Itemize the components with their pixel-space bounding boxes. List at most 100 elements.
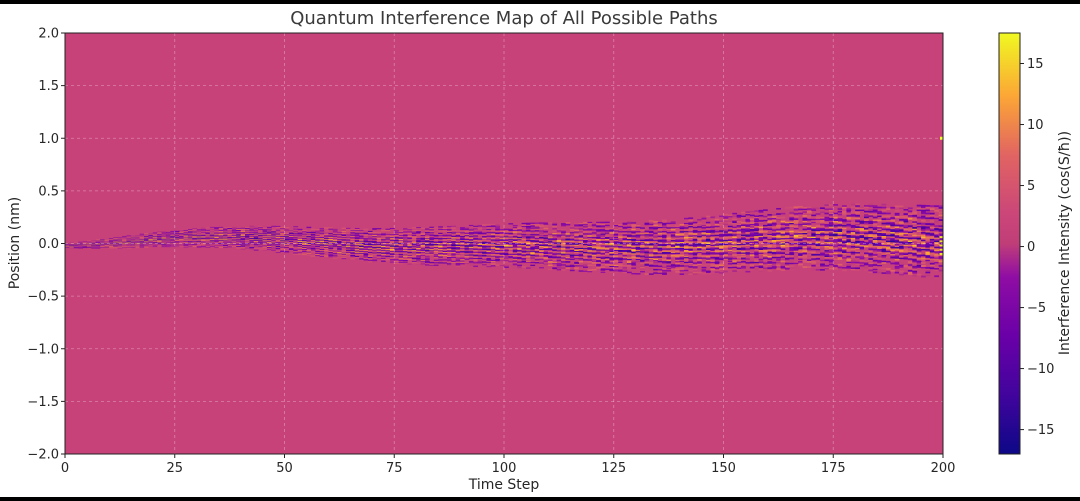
heatmap-cell bbox=[442, 250, 448, 253]
heatmap-cell bbox=[179, 237, 184, 239]
heatmap-cell bbox=[530, 236, 536, 238]
heatmap-cell bbox=[205, 230, 211, 232]
heatmap-cell bbox=[407, 249, 413, 251]
heatmap-cell bbox=[319, 232, 325, 234]
heatmap-cell bbox=[179, 243, 184, 244]
heatmap-cell bbox=[332, 233, 338, 235]
heatmap-cell bbox=[433, 240, 439, 242]
heatmap-cell bbox=[332, 245, 338, 246]
heatmap-cell bbox=[517, 251, 522, 253]
heatmap-cell bbox=[604, 260, 610, 262]
heatmap-cell bbox=[561, 251, 566, 253]
heatmap-cell bbox=[424, 258, 430, 260]
heatmap-cell bbox=[499, 253, 505, 255]
heatmap-cell bbox=[209, 238, 215, 240]
heatmap-cell bbox=[403, 251, 408, 253]
heatmap-cell bbox=[604, 261, 610, 263]
heatmap-cell bbox=[622, 269, 628, 271]
heatmap-cell bbox=[266, 239, 272, 241]
heatmap-cell bbox=[196, 238, 202, 240]
heatmap-cell bbox=[644, 238, 650, 240]
heatmap-cell bbox=[407, 239, 413, 241]
heatmap-cell bbox=[258, 229, 263, 231]
heatmap-cell bbox=[223, 246, 228, 248]
heatmap-cell bbox=[626, 258, 632, 260]
heatmap-cell bbox=[424, 244, 430, 246]
heatmap-cell bbox=[424, 252, 430, 254]
heatmap-cell bbox=[266, 244, 272, 246]
heatmap-cell bbox=[587, 252, 593, 254]
heatmap-cell bbox=[227, 238, 233, 240]
heatmap-cell bbox=[679, 249, 685, 252]
heatmap-cell bbox=[534, 235, 540, 237]
heatmap-cell bbox=[490, 239, 496, 241]
heatmap-cell bbox=[266, 247, 272, 249]
heatmap-cell bbox=[104, 246, 110, 247]
heatmap-cell bbox=[341, 254, 347, 256]
heatmap-cell bbox=[359, 252, 364, 254]
heatmap-cell bbox=[561, 225, 566, 227]
heatmap-cell bbox=[420, 240, 426, 242]
heatmap-cell bbox=[372, 235, 378, 237]
heatmap-cell bbox=[341, 240, 347, 242]
heatmap-cell bbox=[534, 242, 540, 245]
heatmap-cell bbox=[157, 232, 162, 234]
heatmap-cell bbox=[499, 241, 505, 244]
heatmap-cell bbox=[486, 237, 492, 239]
heatmap-cell bbox=[429, 233, 435, 236]
heatmap-cell bbox=[539, 262, 544, 264]
heatmap-cell bbox=[310, 245, 316, 247]
heatmap-cell bbox=[591, 266, 597, 269]
heatmap-cell bbox=[635, 245, 641, 247]
heatmap-cell bbox=[683, 261, 689, 264]
heatmap-cell bbox=[174, 230, 180, 232]
heatmap-cell bbox=[477, 231, 483, 233]
heatmap-cell bbox=[266, 249, 272, 251]
heatmap-cell bbox=[354, 236, 360, 238]
heatmap-cell bbox=[561, 223, 566, 225]
heatmap-cell bbox=[446, 240, 452, 242]
heatmap-cell bbox=[530, 229, 536, 231]
heatmap-cell bbox=[416, 249, 421, 251]
heatmap-cell bbox=[328, 237, 334, 239]
heatmap-cell bbox=[613, 230, 619, 232]
heatmap-cell bbox=[341, 253, 347, 255]
heatmap-cell bbox=[363, 235, 369, 237]
heatmap-cell bbox=[165, 234, 171, 236]
heatmap-cell bbox=[214, 237, 220, 239]
heatmap-cell bbox=[424, 248, 430, 250]
heatmap-cell bbox=[394, 251, 400, 253]
heatmap-cell bbox=[394, 250, 400, 252]
heatmap-cell bbox=[583, 243, 588, 246]
heatmap-cell bbox=[495, 235, 501, 237]
heatmap-cell bbox=[622, 267, 628, 269]
heatmap-cell bbox=[543, 253, 549, 255]
heatmap-cell bbox=[587, 227, 593, 229]
heatmap-cell bbox=[284, 244, 290, 246]
heatmap-cell bbox=[416, 259, 421, 261]
heatmap-cell bbox=[666, 236, 672, 238]
heatmap-cell bbox=[122, 239, 127, 240]
heatmap-cell bbox=[539, 258, 544, 260]
heatmap-cell bbox=[539, 254, 544, 256]
heatmap-cell bbox=[187, 232, 193, 234]
heatmap-cell bbox=[262, 236, 268, 238]
heatmap-cell bbox=[420, 239, 426, 241]
heatmap-cell bbox=[679, 259, 685, 261]
heatmap-cell bbox=[135, 236, 141, 238]
heatmap-cell bbox=[214, 229, 220, 231]
heatmap-cell bbox=[662, 245, 667, 248]
heatmap-cell bbox=[482, 226, 487, 228]
heatmap-cell bbox=[512, 251, 518, 253]
heatmap-cell bbox=[157, 243, 162, 244]
heatmap-cell bbox=[613, 252, 619, 255]
heatmap-cell bbox=[429, 239, 435, 241]
heatmap-cell bbox=[288, 243, 294, 245]
heatmap-cell bbox=[473, 253, 479, 255]
heatmap-cell bbox=[416, 228, 421, 230]
heatmap-cell bbox=[556, 242, 562, 244]
heatmap-cell bbox=[473, 228, 479, 230]
heatmap-cell bbox=[508, 238, 514, 241]
heatmap-cell bbox=[345, 253, 351, 255]
heatmap-cell bbox=[328, 244, 334, 245]
